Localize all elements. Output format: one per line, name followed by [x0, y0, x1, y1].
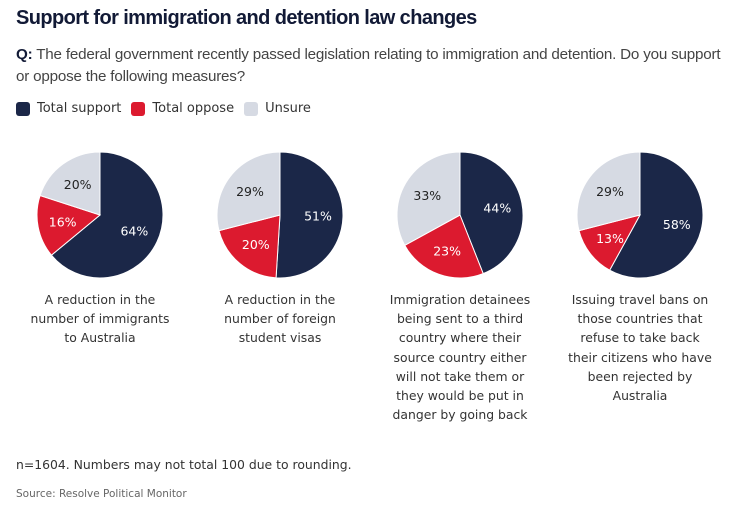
caption-line: country where their — [398, 330, 522, 346]
pie-label-total-oppose: 20% — [242, 237, 270, 252]
pie-label-total-support: 51% — [304, 209, 332, 224]
pie-slice-total-support — [459, 151, 524, 275]
caption-line: their citizens who have — [568, 349, 712, 365]
pie-slice-total-oppose — [218, 214, 281, 279]
caption-line: number of foreign — [224, 311, 336, 327]
question-prefix: Q: — [16, 46, 33, 63]
caption-line: they would be put in — [396, 388, 524, 404]
legend-swatch-support — [16, 101, 30, 116]
pie-label-unsure: 29% — [236, 184, 264, 199]
pie-chart-3: 44% 23% 33% — [396, 151, 524, 279]
caption-line: Immigration detainees — [389, 292, 531, 307]
pie-caption-4: Issuing travel bans on those countries th… — [560, 290, 720, 405]
footnote: n=1604. Numbers may not total 100 due to… — [16, 457, 352, 472]
pie-chart-2: 51% 20% 29% — [216, 151, 344, 279]
pie-slice-total-support — [608, 151, 704, 279]
pie-slice-total-oppose — [404, 214, 484, 279]
legend-label-unsure: Unsure — [265, 101, 311, 116]
pie-caption-2: A reduction in the number of foreign stude… — [200, 290, 360, 348]
pie-label-total-support: 58% — [663, 217, 691, 232]
caption-line: Issuing travel bans on — [571, 292, 709, 307]
legend-swatch-oppose — [131, 101, 146, 116]
pie-slice-unsure — [39, 151, 101, 216]
caption-line: been rejected by — [587, 368, 693, 384]
pie-label-total-oppose: 23% — [433, 243, 461, 258]
caption-line: A reduction in the — [224, 292, 336, 307]
pie-label-unsure: 20% — [64, 177, 92, 192]
pie-caption-1: A reduction in the number of immigrants to… — [20, 290, 180, 348]
legend-label-oppose: Total oppose — [152, 101, 235, 116]
pie-slice-total-support — [50, 151, 164, 279]
legend-swatch-unsure — [244, 101, 259, 116]
pie-chart-1: 64% 16% 20% — [36, 151, 164, 279]
pie-label-total-oppose: 16% — [49, 215, 77, 230]
caption-line: A reduction in the — [44, 292, 156, 307]
pie-label-unsure: 29% — [596, 184, 624, 199]
pie-label-total-oppose: 13% — [596, 231, 624, 246]
caption-line: source country either — [393, 349, 527, 365]
caption-line: Australia — [612, 388, 668, 404]
pie-charts: 64% 16% 20% 51% 20% 29% 44% 23% 33% 58% 13% 29% — [36, 151, 704, 279]
source-note: Source: Resolve Political Monitor — [16, 488, 187, 500]
chart-title: Support for immigration and detention la… — [16, 7, 477, 29]
caption-line: will not take them or — [395, 368, 525, 384]
pie-slice-total-support — [275, 151, 344, 279]
pie-label-unsure: 33% — [413, 188, 441, 203]
caption-line: danger by going back — [392, 407, 528, 423]
legend-item-oppose: Total oppose — [131, 101, 234, 116]
legend-item-unsure: Unsure — [244, 101, 311, 116]
caption-line: refuse to take back — [580, 330, 700, 346]
pie-slice-unsure — [216, 151, 281, 232]
pie-slice-unsure — [576, 151, 641, 232]
legend-item-support: Total support — [16, 101, 121, 116]
pie-label-total-support: 44% — [483, 200, 511, 215]
question-text: The federal government recently passed l… — [16, 46, 721, 85]
survey-question: Q: The federal government recently passe… — [16, 44, 731, 88]
legend-label-support: Total support — [37, 101, 122, 116]
caption-line: being sent to a third — [396, 311, 524, 327]
legend: Total support Total oppose Unsure — [16, 101, 321, 116]
caption-line: number of immigrants — [30, 311, 170, 327]
caption-line: student visas — [238, 330, 322, 346]
pie-slice-total-oppose — [36, 194, 102, 256]
caption-line: those countries that — [577, 311, 703, 327]
pie-slice-unsure — [396, 151, 461, 247]
pie-caption-3: Immigration detainees being sent to a thi… — [380, 290, 540, 424]
caption-line: to Australia — [64, 330, 136, 346]
pie-label-total-support: 64% — [120, 224, 148, 239]
pie-chart-4: 58% 13% 29% — [576, 151, 704, 279]
